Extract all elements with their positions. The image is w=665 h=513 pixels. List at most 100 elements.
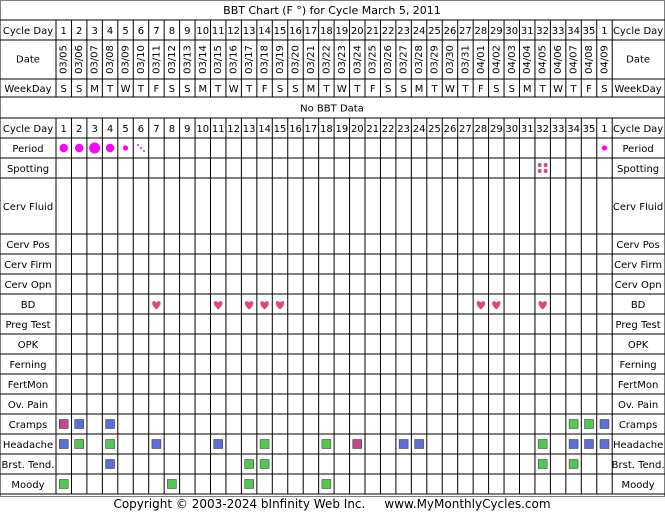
cycle-day-number: 28: [475, 26, 488, 37]
moody-marker: [167, 479, 177, 489]
cycle-day-number: 20: [351, 124, 364, 135]
weekday-label: W: [337, 84, 347, 95]
cramps-marker: [74, 419, 84, 429]
date-label: 04/01: [476, 45, 487, 74]
cycle-day-number: 10: [196, 26, 209, 37]
cycle-day-number: 13: [243, 26, 256, 37]
row-label-cycle-day-right: Cycle Day: [613, 26, 663, 37]
period-marker: [122, 145, 129, 151]
weekday-label: S: [61, 84, 67, 95]
weekday-label: T: [461, 84, 469, 95]
cycle-day-number: 10: [196, 124, 209, 135]
weekday-label: M: [415, 84, 424, 95]
period-marker: [89, 142, 101, 154]
cycle-day-number: 32: [536, 26, 549, 37]
cycle-day-number: 4: [107, 124, 113, 135]
date-label: 04/08: [584, 45, 595, 74]
cycle-day-number: 4: [107, 26, 113, 37]
row-label-opk: OPK: [18, 340, 39, 351]
headache-marker: [259, 439, 270, 449]
cycle-day-number: 25: [428, 26, 441, 37]
weekday-label: T: [430, 84, 438, 95]
cycle-day-number: 35: [583, 124, 596, 135]
spotting-marker: [543, 163, 548, 167]
bd-heart: [244, 301, 254, 310]
cycle-day-number: 7: [153, 124, 159, 135]
headache-marker: [414, 439, 424, 449]
cycle-day-number: 3: [91, 124, 97, 135]
cycle-day-number: 9: [184, 26, 190, 37]
row-label-cerv-pos: Cerv Pos: [6, 240, 49, 251]
weekday-label: W: [445, 84, 455, 95]
row-label-cycle-day-right: Cycle Day: [613, 124, 663, 135]
cycle-day-number: 12: [227, 26, 240, 37]
weekday-label: F: [478, 84, 484, 95]
weekday-label: S: [184, 84, 190, 95]
cycle-day-number: 11: [212, 124, 225, 135]
cycle-day-number: 34: [567, 26, 580, 37]
bd-heart: [260, 301, 269, 310]
row-label-cerv-pos-right: Cerv Pos: [616, 240, 659, 251]
spotting-marker: [537, 169, 542, 173]
date-label: 04/04: [522, 45, 533, 74]
date-label: 03/25: [368, 45, 379, 74]
row-label-date-right: Date: [626, 55, 650, 66]
cycle-day-number: 31: [521, 26, 534, 37]
cycle-day-number: 29: [490, 124, 503, 135]
cramps-marker: [105, 419, 115, 429]
date-label: 03/19: [275, 45, 286, 74]
row-label-cerv-fluid-right: Cerv Fluid: [613, 202, 663, 213]
weekday-label: T: [322, 84, 330, 95]
row-label-weekday-right: WeekDay: [615, 84, 662, 95]
date-label: 04/07: [569, 45, 580, 74]
headache-marker: [398, 439, 409, 449]
weekday-label: T: [353, 84, 361, 95]
cycle-day-number: 26: [444, 124, 457, 135]
row-label-cerv-firm-right: Cerv Firm: [614, 260, 662, 271]
cycle-day-number: 34: [567, 124, 580, 135]
cycle-day-number: 1: [61, 124, 67, 135]
cycle-day-number: 6: [138, 124, 144, 135]
weekday-label: F: [370, 84, 376, 95]
weekday-label: T: [245, 84, 253, 95]
cycle-day-number: 17: [305, 124, 318, 135]
headache-marker: [213, 439, 223, 449]
date-label: 03/11: [151, 45, 162, 74]
spotting-marker: [537, 163, 542, 167]
date-label: 03/07: [90, 45, 101, 74]
row-label-cramps-right: Cramps: [619, 420, 658, 431]
date-label: 04/09: [599, 45, 610, 74]
weekday-label: W: [553, 84, 563, 95]
cycle-day-number: 6: [138, 26, 144, 37]
cramps-marker: [568, 419, 579, 429]
bd-heart: [214, 301, 223, 310]
cycle-day-number: 21: [366, 26, 379, 37]
date-label: 03/12: [167, 45, 178, 74]
row-label-moody: Moody: [11, 480, 44, 491]
footer-copyright: Copyright © 2003-2024 bInfinity Web Inc.…: [113, 497, 550, 511]
brst-tend-marker: [568, 459, 579, 469]
date-label: 03/21: [306, 45, 317, 74]
cycle-day-number: 29: [490, 26, 503, 37]
weekday-label: S: [385, 84, 391, 95]
period-marker: [136, 144, 139, 146]
weekday-label: T: [539, 84, 547, 95]
row-label-cramps: Cramps: [9, 420, 48, 431]
cycle-day-number: 25: [428, 124, 441, 135]
cycle-day-number: 15: [274, 124, 287, 135]
cycle-day-number: 24: [413, 124, 426, 135]
headache-marker: [105, 439, 115, 449]
row-label-cerv-fluid: Cerv Fluid: [3, 202, 53, 213]
row-label-bd-right: BD: [631, 300, 646, 311]
weekday-label: S: [169, 84, 175, 95]
date-label: 03/30: [445, 45, 456, 74]
weekday-label: F: [154, 84, 160, 95]
cycle-day-number: 27: [459, 124, 472, 135]
date-label: 04/06: [553, 45, 564, 74]
weekday-label: W: [121, 84, 131, 95]
cycle-day-number: 18: [320, 26, 333, 37]
row-label-moody-right: Moody: [622, 480, 655, 491]
cycle-day-number: 1: [601, 124, 607, 135]
row-label-preg-test-right: Preg Test: [616, 320, 661, 331]
row-label-cycle-day: Cycle Day: [3, 124, 53, 135]
